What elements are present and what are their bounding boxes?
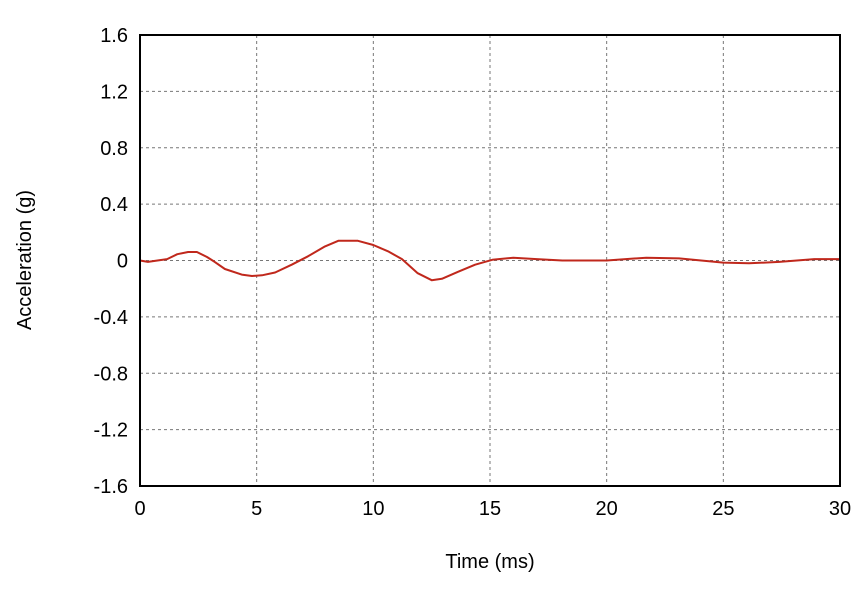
series bbox=[139, 239, 840, 282]
x-tick-label: 20 bbox=[596, 498, 618, 520]
x-tick-label: 30 bbox=[829, 498, 851, 520]
x-tick-label: 25 bbox=[712, 498, 734, 520]
x-tick-label: 10 bbox=[362, 498, 384, 520]
x-tick-label: 15 bbox=[479, 498, 501, 520]
y-tick-label: 0 bbox=[117, 251, 128, 273]
y-tick-label: -0.8 bbox=[94, 363, 128, 385]
y-tick-label: -0.4 bbox=[94, 307, 128, 329]
y-tick-label: -1.2 bbox=[94, 420, 128, 442]
y-tick-label: -1.6 bbox=[94, 476, 128, 498]
y-tick-label: 1.2 bbox=[100, 81, 128, 103]
tick-labels: 0 5 10 15 20 25 30 1.6 1.2 0.8 0.4 0 -0.4 -0.8 -1.2 -1.… bbox=[94, 25, 852, 520]
x-tick-label: 0 bbox=[134, 498, 145, 520]
x-tick-label: 5 bbox=[251, 498, 262, 520]
series-line bbox=[139, 239, 840, 282]
plot-frame bbox=[139, 34, 841, 487]
x-axis-label: Time (ms) bbox=[445, 551, 534, 573]
y-tick-label: 1.6 bbox=[100, 25, 128, 47]
grid bbox=[140, 35, 840, 486]
y-tick-label: 0.8 bbox=[100, 138, 128, 160]
y-tick-label: 0.4 bbox=[100, 194, 128, 216]
y-axis-label: Acceleration (g) bbox=[14, 190, 36, 330]
